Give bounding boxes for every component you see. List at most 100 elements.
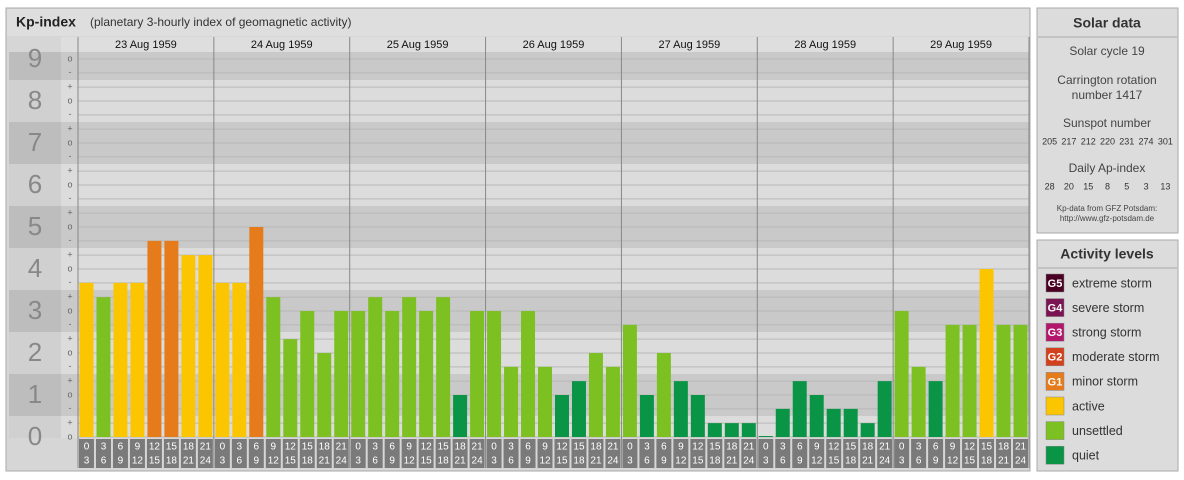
ap-value: 20 xyxy=(1064,181,1074,191)
slot-start: 18 xyxy=(726,442,738,453)
slot-start: 3 xyxy=(780,442,786,453)
slot-end: 3 xyxy=(763,456,769,467)
ap-value: 15 xyxy=(1083,181,1093,191)
x-category-label: 23 Aug 1959 xyxy=(115,39,177,51)
sunspots-value: 220 xyxy=(1100,136,1115,146)
minor-tick-label: o xyxy=(67,431,72,441)
bar xyxy=(690,395,705,437)
bar xyxy=(385,311,400,437)
bar xyxy=(555,395,569,437)
slot-start: 15 xyxy=(845,442,857,453)
bar xyxy=(928,381,943,437)
slot-start: 12 xyxy=(828,442,840,453)
slot-box xyxy=(248,439,264,468)
slot-box xyxy=(809,439,825,468)
slot-end: 24 xyxy=(743,456,755,467)
slot-end: 18 xyxy=(438,456,450,467)
slot-box xyxy=(384,439,400,468)
bar xyxy=(249,227,264,437)
legend-label: unsettled xyxy=(1072,424,1123,438)
bar xyxy=(724,423,739,437)
row-band xyxy=(9,52,61,80)
slot-box xyxy=(843,439,859,468)
slot-end: 24 xyxy=(879,456,891,467)
slot-start: 21 xyxy=(879,442,891,453)
slot-end: 18 xyxy=(302,456,314,467)
slot-end: 9 xyxy=(525,456,531,467)
bar xyxy=(809,395,824,437)
legend-badge: G2 xyxy=(1048,352,1063,364)
bar xyxy=(877,381,892,437)
y-tick-label: 2 xyxy=(28,337,42,367)
slot-end: 9 xyxy=(933,456,939,467)
minor-tick-label: + xyxy=(67,208,72,218)
minor-tick-label: o xyxy=(67,389,72,399)
y-tick-label: 0 xyxy=(28,421,42,451)
slot-start: 6 xyxy=(118,442,124,453)
slot-end: 15 xyxy=(149,456,161,467)
row-band xyxy=(61,52,1029,80)
minor-tick-label: - xyxy=(69,151,72,161)
bar xyxy=(639,395,654,437)
legend-label: minor storm xyxy=(1072,375,1138,389)
row-band xyxy=(9,206,61,248)
slot-end: 15 xyxy=(556,456,568,467)
slot-start: 21 xyxy=(472,442,484,453)
slot-start: 6 xyxy=(797,442,803,453)
slot-end: 21 xyxy=(319,456,331,467)
slot-box xyxy=(690,439,706,468)
slot-start: 12 xyxy=(421,442,433,453)
slot-end: 6 xyxy=(644,456,650,467)
minor-tick-label: - xyxy=(69,361,72,371)
slot-start: 0 xyxy=(627,442,633,453)
slot-end: 3 xyxy=(355,456,361,467)
slot-start: 15 xyxy=(166,442,178,453)
solar-panel xyxy=(1036,7,1179,234)
legend-swatch xyxy=(1045,421,1065,440)
slot-end: 12 xyxy=(132,456,144,467)
slot-end: 21 xyxy=(455,456,467,467)
sunspots-value: 217 xyxy=(1061,136,1076,146)
slot-box xyxy=(962,439,978,468)
slot-start: 12 xyxy=(556,442,568,453)
y-tick-label: 8 xyxy=(28,85,42,115)
ap-value: 8 xyxy=(1105,181,1110,191)
ap-title: Daily Ap-index xyxy=(1069,161,1146,175)
slot-box xyxy=(180,439,196,468)
legend-label: quiet xyxy=(1072,448,1100,462)
slot-start: 21 xyxy=(200,442,212,453)
slot-start: 18 xyxy=(455,442,467,453)
bar xyxy=(673,381,688,437)
slot-end: 21 xyxy=(183,456,195,467)
slot-start: 9 xyxy=(814,442,820,453)
x-category-label: 25 Aug 1959 xyxy=(387,39,449,51)
slot-end: 12 xyxy=(947,456,959,467)
minor-tick-label: o xyxy=(67,263,72,273)
slot-start: 15 xyxy=(302,442,314,453)
bar xyxy=(266,297,281,437)
slot-start: 3 xyxy=(644,442,650,453)
bar xyxy=(232,282,247,437)
minor-tick-label: + xyxy=(67,82,72,92)
slot-start: 3 xyxy=(916,442,922,453)
slot-box xyxy=(792,439,808,468)
bar xyxy=(826,408,841,437)
y-tick-label: 9 xyxy=(28,43,42,73)
slot-end: 18 xyxy=(166,456,178,467)
day-row xyxy=(61,37,1029,52)
minor-tick-label: + xyxy=(67,250,72,260)
slot-start: 15 xyxy=(981,442,993,453)
y-tick-label: 7 xyxy=(28,127,42,157)
slot-box xyxy=(945,439,961,468)
bar xyxy=(962,324,977,437)
bar xyxy=(894,311,909,437)
slot-start: 6 xyxy=(661,442,667,453)
sunspots-value: 274 xyxy=(1139,136,1154,146)
ap-value: 28 xyxy=(1045,181,1055,191)
bar xyxy=(215,282,230,437)
slot-start: 3 xyxy=(508,442,514,453)
slot-end: 24 xyxy=(336,456,348,467)
bar xyxy=(351,311,366,437)
slot-box xyxy=(673,439,689,468)
sunspots-value: 212 xyxy=(1081,136,1096,146)
